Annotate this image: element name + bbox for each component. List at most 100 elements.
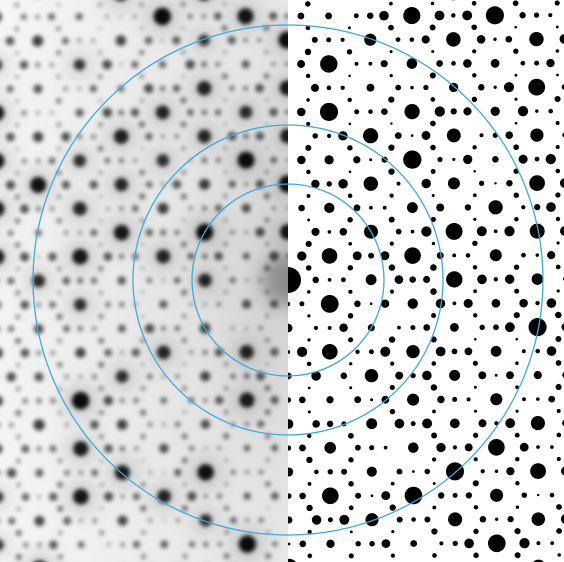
simulated-spot bbox=[473, 552, 479, 559]
experimental-spot bbox=[285, 158, 288, 162]
experimental-spot bbox=[113, 224, 130, 241]
simulated-spot bbox=[288, 516, 293, 524]
experimental-spot bbox=[91, 38, 95, 43]
experimental-spot bbox=[148, 518, 153, 523]
experimental-spot bbox=[98, 50, 102, 55]
simulated-spot bbox=[517, 106, 529, 117]
simulated-spot bbox=[363, 176, 378, 191]
simulated-spot bbox=[490, 345, 502, 357]
experimental-spot bbox=[16, 386, 21, 392]
simulated-spot bbox=[429, 72, 436, 79]
simulated-spot bbox=[431, 312, 437, 319]
experimental-spot-glow bbox=[106, 0, 135, 9]
experimental-spot bbox=[115, 370, 129, 383]
simulated-spot bbox=[410, 540, 418, 547]
simulated-spot bbox=[339, 514, 350, 525]
experimental-spot bbox=[105, 14, 109, 19]
left-glow-layer bbox=[0, 0, 288, 562]
simulated-spot bbox=[446, 128, 461, 143]
experimental-spot bbox=[15, 99, 19, 103]
simulated-spot bbox=[412, 470, 415, 473]
simulated-spot bbox=[326, 539, 335, 548]
experimental-spot bbox=[99, 290, 103, 295]
simulated-spot bbox=[430, 144, 436, 151]
simulated-spot bbox=[432, 553, 437, 558]
simulated-spot bbox=[550, 445, 554, 449]
experimental-spot bbox=[34, 372, 44, 382]
experimental-spot bbox=[5, 36, 15, 46]
experimental-spot bbox=[181, 289, 188, 296]
simulated-spot bbox=[556, 432, 562, 438]
simulated-spot bbox=[410, 421, 416, 427]
simulated-spot bbox=[327, 517, 333, 523]
experimental-spot bbox=[132, 540, 141, 549]
experimental-spot bbox=[0, 250, 5, 264]
simulated-spot bbox=[530, 416, 545, 431]
simulated-spot bbox=[311, 515, 322, 525]
simulated-spot bbox=[515, 409, 519, 413]
simulated-spot bbox=[410, 229, 415, 234]
experimental-spot bbox=[224, 530, 229, 535]
simulated-spot bbox=[436, 252, 444, 259]
experimental-spot bbox=[56, 50, 61, 56]
experimental-spot bbox=[15, 194, 20, 200]
experimental-spot bbox=[258, 278, 262, 282]
simulated-spot bbox=[494, 373, 498, 377]
simulated-spot bbox=[521, 492, 528, 498]
experimental-spot bbox=[132, 14, 137, 19]
experimental-spot bbox=[99, 434, 104, 440]
experimental-spot bbox=[57, 362, 63, 368]
experimental-spot bbox=[160, 182, 165, 187]
simulated-spot bbox=[421, 178, 431, 189]
simulated-spot bbox=[311, 179, 320, 189]
ring-overlay bbox=[32, 24, 544, 536]
experimental-spot bbox=[187, 491, 197, 501]
experimental-spot bbox=[89, 85, 97, 93]
simulated-spot bbox=[312, 133, 318, 139]
experimental-spot bbox=[266, 362, 269, 366]
simulated-spot bbox=[515, 361, 519, 365]
simulated-spot bbox=[555, 336, 562, 342]
simulated-spot bbox=[505, 322, 515, 333]
experimental-spot bbox=[102, 59, 112, 70]
experimental-spot bbox=[56, 122, 61, 127]
simulated-spot bbox=[298, 396, 306, 404]
simulated-spot bbox=[381, 539, 391, 548]
simulated-spot bbox=[423, 275, 431, 284]
experimental-spot bbox=[98, 361, 105, 368]
simulated-spot bbox=[514, 121, 518, 125]
simulated-spot bbox=[305, 144, 312, 151]
simulated-spot bbox=[366, 83, 375, 92]
simulated-spot bbox=[348, 505, 354, 511]
experimental-spot bbox=[35, 158, 41, 164]
simulated-spot bbox=[388, 144, 395, 151]
experimental-spot bbox=[263, 193, 270, 200]
experimental-spot bbox=[270, 395, 279, 405]
experimental-spot bbox=[75, 108, 84, 117]
experimental-spot bbox=[198, 34, 210, 47]
experimental-spot bbox=[8, 517, 16, 525]
simulated-spot bbox=[326, 396, 334, 404]
simulated-spot bbox=[503, 82, 515, 93]
simulated-spot bbox=[473, 170, 476, 173]
simulated-spot bbox=[430, 216, 436, 223]
simulated-spot bbox=[365, 513, 379, 527]
simulated-spot bbox=[505, 35, 513, 43]
simulated-spot bbox=[306, 456, 313, 464]
experimental-spot bbox=[90, 420, 99, 430]
experimental-spot bbox=[20, 13, 27, 20]
experimental-spot bbox=[19, 204, 30, 214]
experimental-spot bbox=[103, 252, 113, 261]
experimental-spot bbox=[180, 121, 187, 128]
experimental-spot bbox=[160, 540, 169, 549]
experimental-spot bbox=[203, 302, 207, 306]
simulated-spot bbox=[370, 494, 374, 498]
experimental-spot bbox=[266, 506, 270, 510]
simulated-spot bbox=[493, 324, 499, 331]
experimental-spot bbox=[223, 505, 230, 511]
experimental-spot bbox=[181, 337, 187, 343]
experimental-spot bbox=[56, 3, 60, 7]
experimental-spot bbox=[35, 62, 41, 68]
simulated-spot bbox=[306, 193, 311, 198]
